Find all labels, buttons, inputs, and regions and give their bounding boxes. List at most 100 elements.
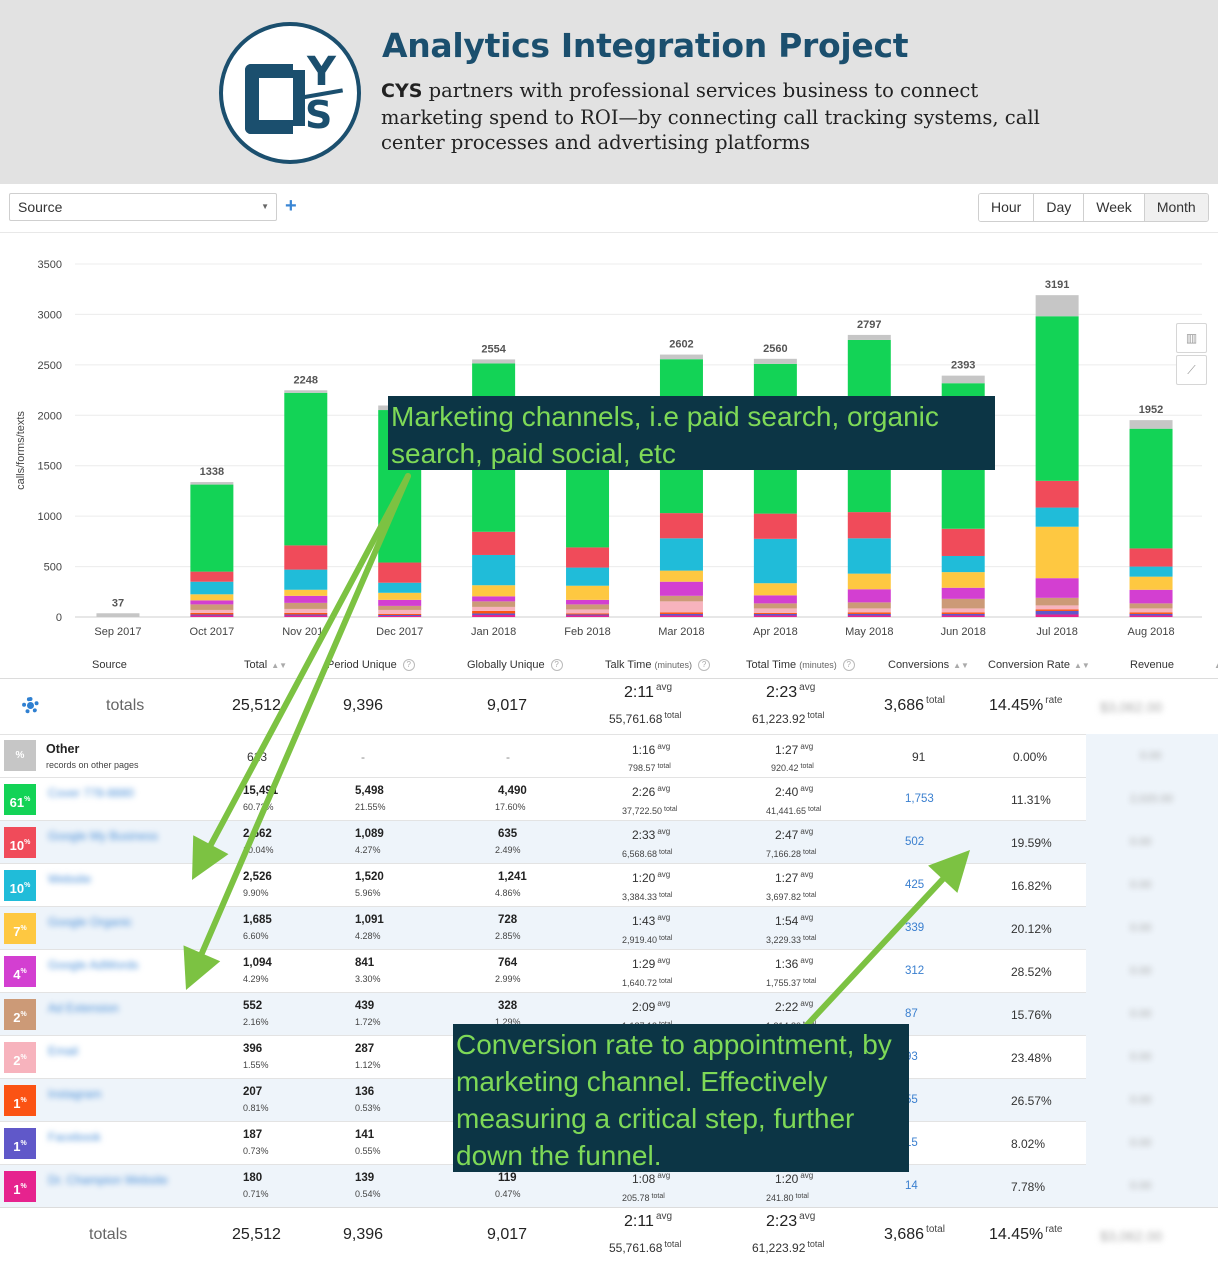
- x-tick-label: Nov 2017: [282, 626, 329, 638]
- col-total[interactable]: Total ▲▼: [244, 659, 288, 671]
- bar-total-label: 2797: [857, 319, 881, 331]
- bar-total-label: 37: [112, 597, 124, 609]
- col-conversion-rate[interactable]: Conversion Rate ▲▼: [988, 659, 1090, 671]
- bar-segment: [753, 608, 797, 613]
- y-tick-label: 3000: [38, 309, 62, 321]
- bar-segment: [190, 614, 234, 616]
- table-row: 10% Website 2,526 9.90% 1,520 5.96% 1,241 4.86%…: [0, 863, 1086, 906]
- source-link[interactable]: Email: [48, 1044, 79, 1058]
- bar-segment: [378, 614, 422, 616]
- source-link[interactable]: Cover 778-8880: [48, 786, 135, 800]
- bar-segment: [941, 587, 985, 599]
- bar-segment: [566, 604, 610, 610]
- bar-segment: [566, 567, 610, 586]
- col-conversions[interactable]: Conversions ▲▼: [888, 659, 969, 671]
- source-select[interactable]: Source ▼: [9, 193, 277, 221]
- bar-segment: [941, 528, 985, 556]
- bar-segment: [753, 583, 797, 596]
- conversions-link[interactable]: 14: [905, 1180, 918, 1192]
- bar-segment: [472, 596, 516, 602]
- bar-segment: [659, 612, 703, 614]
- range-day-button[interactable]: Day: [1034, 194, 1085, 221]
- bar-segment: [96, 613, 140, 617]
- source-link[interactable]: Facebook: [48, 1130, 101, 1144]
- bar-total-label: 1952: [1139, 404, 1163, 416]
- source-link[interactable]: Ad Extension: [48, 1001, 119, 1015]
- bar-segment: [941, 375, 985, 384]
- bar-segment: [378, 599, 422, 606]
- range-week-button[interactable]: Week: [1084, 194, 1145, 221]
- bar-segment: [284, 612, 328, 615]
- bar-segment: [472, 610, 516, 614]
- bar-segment: [566, 609, 610, 614]
- bar-segment: [847, 615, 891, 617]
- bar-segment: [190, 600, 234, 605]
- bar-segment: [1129, 589, 1173, 604]
- col-total-time[interactable]: Total Time (minutes)?: [746, 659, 855, 671]
- bar-chart-icon[interactable]: ▥: [1176, 323, 1207, 353]
- bar-segment: [659, 601, 703, 613]
- col-period-unique[interactable]: Period Unique?: [327, 659, 415, 671]
- col-globally-unique[interactable]: Globally Unique?: [467, 659, 563, 671]
- source-link[interactable]: Google My Business: [48, 829, 159, 843]
- range-month-button[interactable]: Month: [1144, 194, 1208, 221]
- source-link[interactable]: Dr. Champion Website: [48, 1173, 168, 1187]
- bar-segment: [284, 595, 328, 603]
- source-link[interactable]: Google AdWords: [48, 958, 139, 972]
- bar-total-label: 2554: [481, 343, 506, 355]
- conversions-link[interactable]: 312: [905, 965, 925, 977]
- bar-segment: [753, 513, 797, 539]
- row-badge: 10%: [4, 827, 36, 858]
- row-badge: 1%: [4, 1085, 36, 1116]
- bar-segment: [659, 615, 703, 617]
- bar-segment: [1035, 597, 1079, 606]
- conversions-link[interactable]: 1,753: [905, 793, 934, 805]
- source-link[interactable]: Website: [48, 872, 92, 886]
- bar-segment: [1129, 613, 1173, 616]
- bar-segment: [472, 585, 516, 597]
- col-source[interactable]: Source: [92, 659, 127, 671]
- bar-segment: [1035, 295, 1079, 317]
- bar-segment: [190, 604, 234, 610]
- conversions-link[interactable]: 502: [905, 836, 925, 848]
- bar-segment: [1129, 548, 1173, 567]
- bar-segment: [659, 538, 703, 571]
- bar-segment: [941, 615, 985, 617]
- conversions-link[interactable]: 339: [905, 922, 925, 934]
- bar-segment: [284, 545, 328, 570]
- row-badge: %: [4, 740, 36, 771]
- bar-segment: [378, 562, 422, 583]
- bar-segment: [566, 615, 610, 617]
- conversions-link[interactable]: 87: [905, 1008, 918, 1020]
- bar-segment: [1129, 615, 1173, 617]
- bar-segment: [1035, 526, 1079, 579]
- y-tick-label: 1500: [38, 461, 62, 473]
- bar-segment: [659, 595, 703, 602]
- x-tick-label: Oct 2017: [190, 626, 235, 638]
- bar-segment: [1035, 605, 1079, 610]
- source-link[interactable]: Instagram: [48, 1087, 102, 1101]
- bar-segment: [1129, 608, 1173, 613]
- bar-segment: [847, 538, 891, 574]
- bar-segment: [1035, 614, 1079, 617]
- col-revenue[interactable]: Revenue▲▼: [1130, 659, 1218, 671]
- gear-icon[interactable]: [22, 697, 39, 714]
- range-hour-button[interactable]: Hour: [979, 194, 1035, 221]
- bar-segment: [941, 608, 985, 613]
- col-talk-time[interactable]: Talk Time (minutes)?: [605, 659, 711, 671]
- revenue-value: 2,020.00: [1130, 793, 1173, 805]
- bar-segment: [753, 613, 797, 616]
- bar-segment: [190, 612, 234, 615]
- bar-segment: [1035, 316, 1079, 481]
- revenue-value: 0.00: [1130, 1008, 1152, 1020]
- source-link[interactable]: Google Organic: [48, 915, 133, 929]
- bar-segment: [753, 612, 797, 614]
- bar-segment: [753, 358, 797, 364]
- add-filter-button[interactable]: +: [285, 195, 297, 217]
- bar-segment: [378, 609, 422, 614]
- x-tick-label: Sep 2017: [94, 626, 141, 638]
- conversions-link[interactable]: 425: [905, 879, 925, 891]
- table-row: 61% Cover 778-8880 15,491 60.72% 5,498 21.55%…: [0, 777, 1086, 820]
- line-chart-icon[interactable]: ⟋: [1176, 355, 1207, 385]
- bar-segment: [566, 599, 610, 605]
